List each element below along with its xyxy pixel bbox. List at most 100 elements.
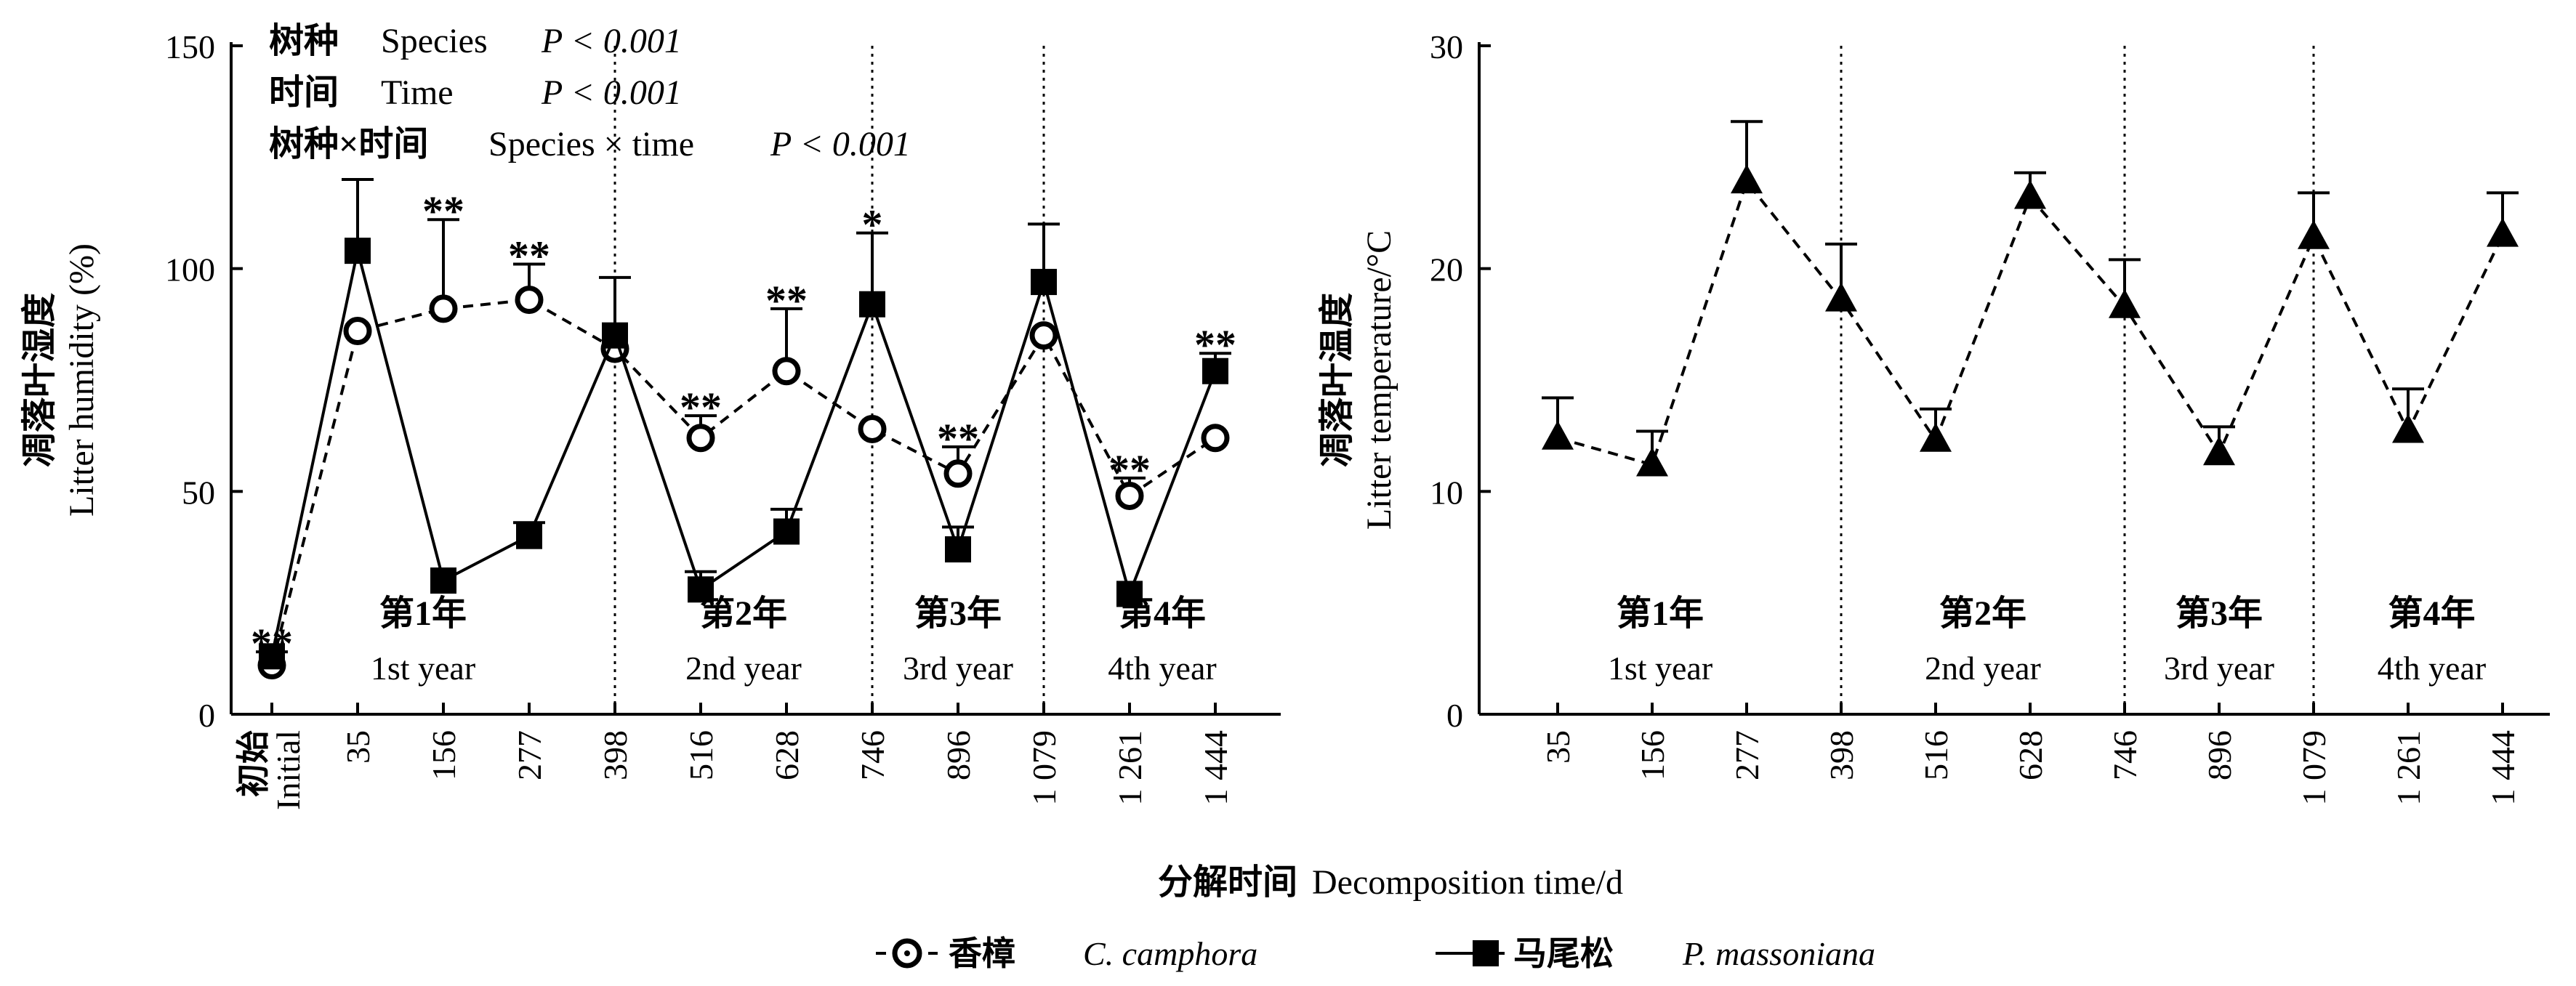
year-label-cn: 第3年 (914, 594, 1002, 633)
year-label-en: 3rd year (903, 650, 1013, 687)
significance-mark: ** (422, 187, 464, 235)
x-tick-label: 628 (768, 730, 805, 780)
point-p-massoniana (259, 643, 285, 670)
y-tick-label: 0 (198, 697, 215, 734)
humidity-chart: 0 50 100 150 凋落叶湿度 Litter humidity (%) 35 156 27… (20, 22, 1281, 810)
x-tick-label: 398 (597, 730, 634, 780)
point-p-massoniana (602, 322, 628, 349)
series-line-series (1557, 178, 2504, 466)
y-tick-label: 20 (1430, 251, 1463, 288)
stat-label-en: Species (381, 22, 488, 60)
point-c-camphora (1029, 321, 1058, 350)
shared-labels: 分解时间 Decomposition time/d (1158, 863, 1623, 902)
x-tick-label: 746 (2106, 730, 2144, 780)
y-tick-label: 50 (182, 474, 215, 511)
stat-label-en: Time (381, 73, 454, 112)
x-tick-label-initial-cn: 初始 (235, 730, 272, 797)
point-series (2014, 179, 2046, 209)
point-c-camphora (343, 317, 372, 346)
point-p-massoniana (773, 518, 800, 545)
year-label-en: 1st year (371, 650, 475, 687)
x-tick-label: 746 (854, 730, 891, 780)
year-label-cn: 第3年 (2175, 594, 2263, 633)
point-series (1542, 420, 1574, 450)
x-tick-label: 1 261 (2390, 730, 2427, 806)
year-label-en: 1st year (1608, 650, 1712, 687)
y-axis-title-cn: 凋落叶湿度 (20, 293, 59, 467)
point-series (1825, 282, 1857, 312)
x-tick-label: 516 (683, 730, 720, 780)
x-tick-label: 1 444 (1197, 730, 1234, 806)
x-tick-label: 1 079 (2295, 730, 2333, 806)
significance-mark: ** (937, 415, 979, 462)
x-tick-label: 628 (2012, 730, 2049, 780)
stat-label-cn: 树种 (269, 22, 339, 60)
point-series (2298, 219, 2330, 249)
point-p-massoniana (516, 522, 542, 549)
series-line-p-massoniana (270, 250, 1217, 657)
x-tick-label: 156 (1634, 730, 1671, 780)
point-c-camphora (943, 459, 973, 488)
point-p-massoniana (345, 238, 371, 264)
year-label-en: 4th year (1108, 650, 1216, 687)
point-p-massoniana (859, 291, 885, 318)
stat-label-en: Species × time (488, 125, 694, 163)
legend-item-p-massoniana: 马尾松 P. massoniana (1436, 935, 1875, 972)
series-line-c-camphora (270, 298, 1217, 666)
y-tick-label: 0 (1446, 697, 1463, 734)
year-label-en: 4th year (2378, 650, 2486, 687)
legend-label-cn-c-camphora: 香樟 (949, 935, 1015, 972)
point-c-camphora (1115, 481, 1144, 510)
point-c-camphora (858, 414, 887, 443)
point-series (2487, 217, 2519, 247)
y-axis-title: 凋落叶温度 Litter temperature/°C (1318, 230, 1398, 530)
year-label-cn: 第1年 (379, 594, 467, 633)
point-p-massoniana (688, 576, 714, 603)
legend-label-en-c-camphora: C. camphora (1083, 935, 1257, 972)
legend-label-cn-p-massoniana: 马尾松 (1513, 935, 1614, 972)
year-label-cn: 第4年 (2388, 594, 2475, 633)
legend-item-c-camphora: 香樟 C. camphora (876, 935, 1257, 972)
point-c-camphora (1201, 424, 1230, 453)
x-tick-label: 1 444 (2484, 730, 2521, 806)
significance-mark: ** (1194, 321, 1236, 368)
x-axis-title-cn: 分解时间 (1158, 863, 1297, 902)
stat-p-value: P < 0.001 (770, 125, 911, 163)
y-tick-label: 100 (165, 251, 215, 288)
point-series (2203, 436, 2235, 466)
point-p-massoniana (1202, 357, 1228, 384)
x-tick-label: 156 (425, 730, 462, 780)
point-series (1920, 422, 1952, 452)
y-axis-title-en: Litter humidity (%) (63, 243, 101, 517)
year-label-en: 2nd year (685, 650, 802, 687)
year-label-en: 3rd year (2164, 650, 2274, 687)
y-tick-label: 30 (1430, 28, 1463, 65)
legend-label-en-p-massoniana: P. massoniana (1682, 935, 1875, 972)
y-tick-label: 10 (1430, 474, 1463, 511)
year-label-cn: 第1年 (1617, 594, 1704, 633)
stat-p-value: P < 0.001 (541, 73, 682, 112)
legend: 香樟 C. camphora 马尾松 P. massoniana (876, 935, 1875, 972)
significance-mark: ** (765, 277, 808, 324)
significance-mark: ** (680, 384, 722, 431)
x-tick-label: 896 (940, 730, 977, 780)
significance-mark: ** (251, 620, 293, 667)
year-label-en: 2nd year (1925, 650, 2041, 687)
x-tick-label: 35 (339, 730, 377, 764)
y-tick-label: 150 (165, 28, 215, 65)
point-p-massoniana (1031, 269, 1057, 296)
point-p-massoniana (945, 536, 971, 563)
x-tick-label: 277 (1728, 730, 1766, 780)
year-label-cn: 第2年 (700, 594, 787, 633)
stat-label-cn: 树种×时间 (269, 125, 428, 163)
point-c-camphora (429, 294, 458, 323)
temperature-chart: 0 10 20 30 凋落叶温度 Litter temperature/°C 35 156 27… (1318, 28, 2550, 806)
point-series (1731, 164, 1763, 194)
point-c-camphora (515, 286, 544, 315)
x-tick-label: 1 261 (1111, 730, 1148, 806)
significance-mark: ** (508, 233, 550, 280)
point-c-camphora (772, 357, 801, 386)
y-axis-title-cn: 凋落叶温度 (1318, 293, 1356, 467)
x-axis-title-en: Decomposition time/d (1312, 863, 1623, 902)
